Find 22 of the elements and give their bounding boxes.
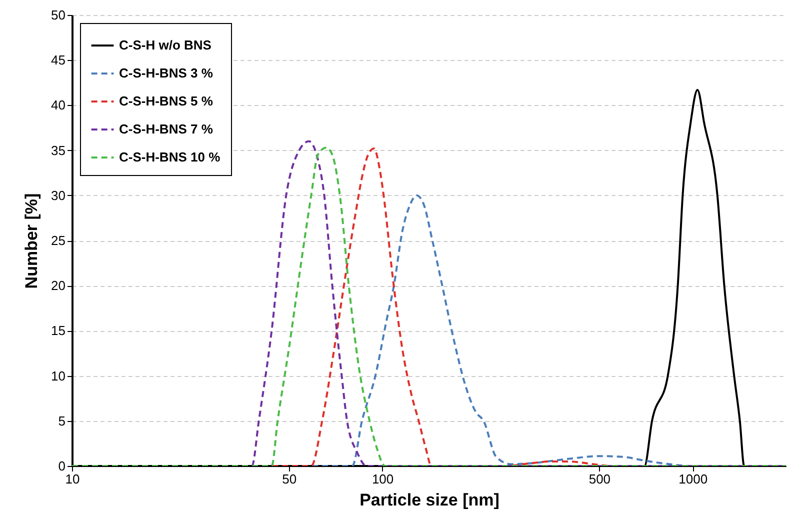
y-tick-label: 45 bbox=[51, 52, 66, 68]
x-axis-title: Particle size [nm] bbox=[360, 490, 500, 510]
y-tick-label: 25 bbox=[51, 233, 66, 248]
legend-label: C-S-H-BNS 3 % bbox=[119, 66, 214, 80]
y-tick-label: 0 bbox=[58, 458, 66, 474]
y-tick-label: 15 bbox=[51, 323, 66, 338]
y-tick-label: 50 bbox=[51, 8, 66, 22]
y-tick-label: 40 bbox=[51, 98, 66, 113]
x-tick-label: 100 bbox=[372, 472, 394, 486]
y-tick-label: 20 bbox=[51, 278, 66, 294]
x-tick-label: 500 bbox=[588, 472, 611, 486]
legend-label: C-S-H w/o BNS bbox=[119, 38, 212, 52]
legend-label: C-S-H-BNS 5 % bbox=[119, 94, 214, 108]
y-tick-label: 35 bbox=[51, 142, 66, 158]
y-tick-label: 30 bbox=[51, 188, 66, 203]
y-axis-title: Number [%] bbox=[22, 193, 42, 289]
y-tick-label: 10 bbox=[51, 368, 66, 384]
x-tick-label: 1000 bbox=[678, 472, 708, 486]
legend-label: C-S-H-BNS 7 % bbox=[119, 122, 214, 136]
legend-label: C-S-H-BNS 10 % bbox=[119, 150, 221, 164]
x-tick-label: 50 bbox=[282, 472, 297, 486]
y-tick-label: 5 bbox=[58, 413, 66, 428]
